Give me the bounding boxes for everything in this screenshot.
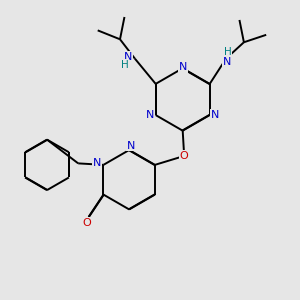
Text: N: N — [178, 62, 187, 72]
Text: N: N — [224, 57, 232, 67]
Text: N: N — [211, 110, 219, 120]
Text: H: H — [121, 60, 128, 70]
Text: N: N — [93, 158, 101, 168]
Text: N: N — [124, 52, 133, 62]
Text: N: N — [127, 140, 135, 151]
Text: N: N — [146, 110, 154, 120]
Text: H: H — [224, 47, 231, 57]
Text: O: O — [180, 151, 189, 161]
Text: O: O — [83, 218, 92, 228]
